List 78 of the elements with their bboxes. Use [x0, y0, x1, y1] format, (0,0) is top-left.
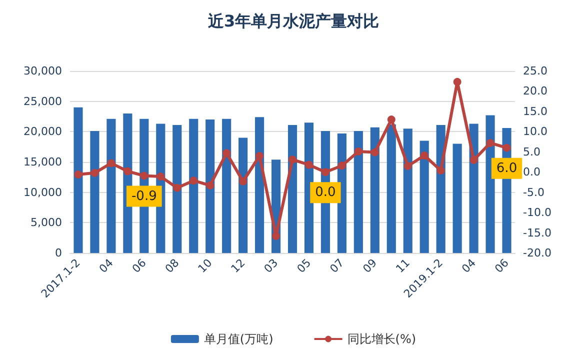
point	[156, 172, 165, 181]
point	[140, 172, 148, 180]
bar	[189, 118, 198, 253]
bar	[420, 140, 429, 253]
point	[338, 162, 346, 170]
point	[272, 232, 280, 240]
point	[239, 177, 248, 186]
point	[222, 149, 231, 158]
x-tick-label: 06	[130, 256, 149, 276]
y2-tick-label: 25.0	[523, 64, 548, 78]
x-tick-label: 03	[262, 256, 281, 276]
legend-label: 同比增长(%)	[347, 332, 416, 346]
y2-tick-label: -20.0	[523, 246, 552, 260]
point	[453, 78, 462, 86]
x-tick-label: 04	[96, 256, 116, 276]
bar	[403, 128, 412, 253]
y-tick-label: 5,000	[30, 216, 62, 230]
data-label: 0.0	[315, 185, 336, 200]
point	[124, 167, 132, 176]
point	[90, 168, 99, 177]
point	[74, 170, 82, 179]
x-tick-label: 06	[492, 256, 512, 276]
y2-tick-label: 5.0	[523, 145, 540, 158]
bar	[386, 124, 396, 253]
bar	[90, 131, 100, 253]
point	[420, 152, 428, 160]
point	[304, 160, 313, 169]
point	[206, 181, 214, 190]
point	[370, 148, 379, 156]
point	[173, 184, 182, 192]
point	[404, 162, 412, 170]
x-tick-label: 08	[162, 256, 182, 276]
point	[190, 176, 198, 185]
point	[288, 156, 296, 164]
bar	[172, 124, 182, 253]
data-label: 6.0	[496, 160, 518, 176]
y2-tick-label: 10.0	[523, 125, 548, 138]
bar	[370, 127, 380, 253]
y-tick-label: 20,000	[24, 125, 62, 138]
bar	[238, 138, 248, 253]
y2-tick-label: -5.0	[523, 186, 544, 199]
y-tick-label: 30,000	[24, 64, 62, 78]
point	[470, 156, 478, 164]
point	[107, 159, 116, 168]
y2-tick-label: -10.0	[523, 206, 552, 220]
y2-tick-label: -15.0	[523, 226, 552, 240]
bar	[288, 124, 298, 253]
bar	[74, 107, 83, 253]
point	[354, 147, 362, 156]
x-tick-label: 04	[459, 256, 478, 276]
bar	[436, 124, 446, 253]
point	[436, 166, 445, 174]
x-tick-label: 05	[294, 256, 314, 276]
data-label: -0.9	[131, 188, 157, 204]
y2-tick-label: 20.0	[523, 84, 548, 98]
y2-tick-label: 0.0	[523, 166, 540, 179]
x-tick-label: 09	[360, 256, 380, 276]
x-tick-label: 12	[228, 256, 248, 276]
point	[486, 138, 494, 147]
bar	[206, 120, 215, 253]
point	[256, 152, 264, 160]
y-tick-label: 10,000	[24, 186, 62, 199]
point	[387, 116, 396, 124]
bar	[469, 124, 478, 253]
point	[321, 168, 330, 176]
y-tick-label: 0	[55, 246, 62, 260]
x-tick-label: 10	[196, 256, 215, 276]
bar	[354, 131, 363, 253]
bar	[106, 118, 116, 253]
bar	[222, 118, 232, 253]
y-tick-label: 15,000	[24, 156, 62, 168]
bar	[452, 144, 462, 253]
y2-tick-label: 15.0	[523, 104, 548, 118]
legend-label: 单月值(万吨)	[204, 332, 274, 346]
y-tick-label: 25,000	[24, 94, 62, 108]
x-tick-label: 07	[327, 256, 347, 276]
point	[502, 144, 511, 152]
chart-title: 近3年单月水泥产量对比	[206, 12, 380, 30]
